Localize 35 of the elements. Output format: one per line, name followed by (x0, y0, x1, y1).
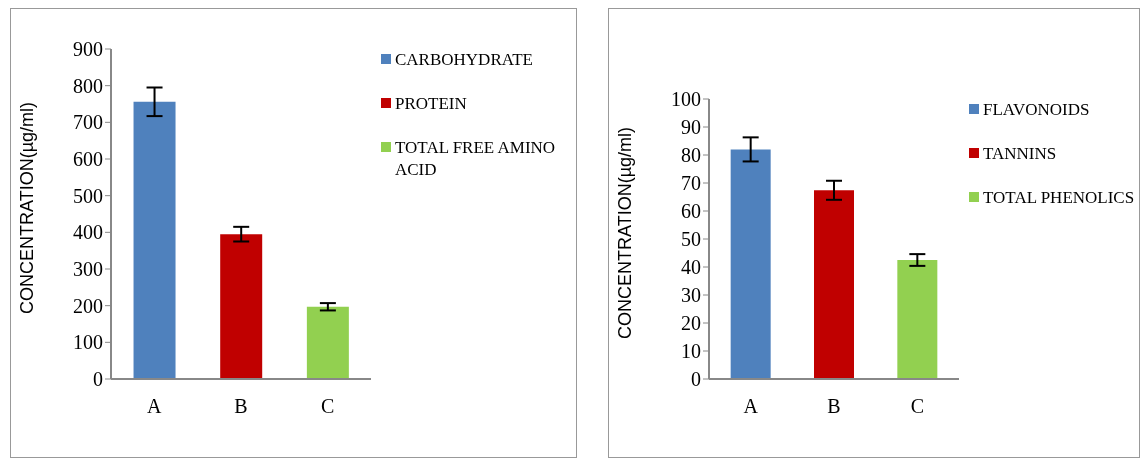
legend-label: CARBOHYDRATE (395, 49, 533, 71)
x-tick-label: B (827, 395, 841, 418)
x-tick-label: A (147, 395, 163, 418)
y-tick-label: 80 (681, 144, 701, 167)
legend-label: TOTAL PHENOLICS (983, 187, 1135, 209)
y-tick-label: 300 (73, 258, 103, 281)
x-tick-label: B (234, 395, 248, 418)
y-axis-title: CONCENTRATION(µg/ml) (17, 101, 38, 314)
x-tick-label: A (743, 395, 759, 418)
y-tick-label: 10 (681, 340, 701, 363)
legend-label: TOTAL FREE AMINO ACID (395, 137, 556, 181)
y-tick-label: 0 (93, 368, 103, 391)
y-tick-label: 0 (691, 368, 701, 391)
y-tick-label: 60 (681, 200, 701, 223)
y-tick-label: 500 (73, 184, 103, 207)
y-tick-label: 400 (73, 221, 103, 244)
y-tick-label: 600 (73, 148, 103, 171)
y-tick-label: 50 (681, 228, 701, 251)
y-tick-label: 900 (73, 38, 103, 61)
y-tick-label: 100 (671, 88, 701, 111)
legend-label: TANNINS (983, 143, 1057, 165)
x-tick-label: C (320, 395, 335, 418)
y-tick-label: 700 (73, 111, 103, 134)
y-tick-label: 90 (681, 116, 701, 139)
y-tick-label: 30 (681, 284, 701, 307)
legend-label: PROTEIN (395, 93, 467, 115)
y-tick-label: 100 (73, 331, 103, 354)
y-tick-label: 200 (73, 294, 103, 317)
y-tick-label: 40 (681, 256, 701, 279)
y-tick-label: 70 (681, 172, 701, 195)
y-tick-label: 800 (73, 74, 103, 97)
legend-label: FLAVONOIDS (983, 99, 1090, 121)
x-tick-label: C (910, 395, 925, 418)
y-tick-label: 20 (681, 312, 701, 335)
y-axis-title: CONCENTRATION(µg/ml) (615, 126, 636, 339)
